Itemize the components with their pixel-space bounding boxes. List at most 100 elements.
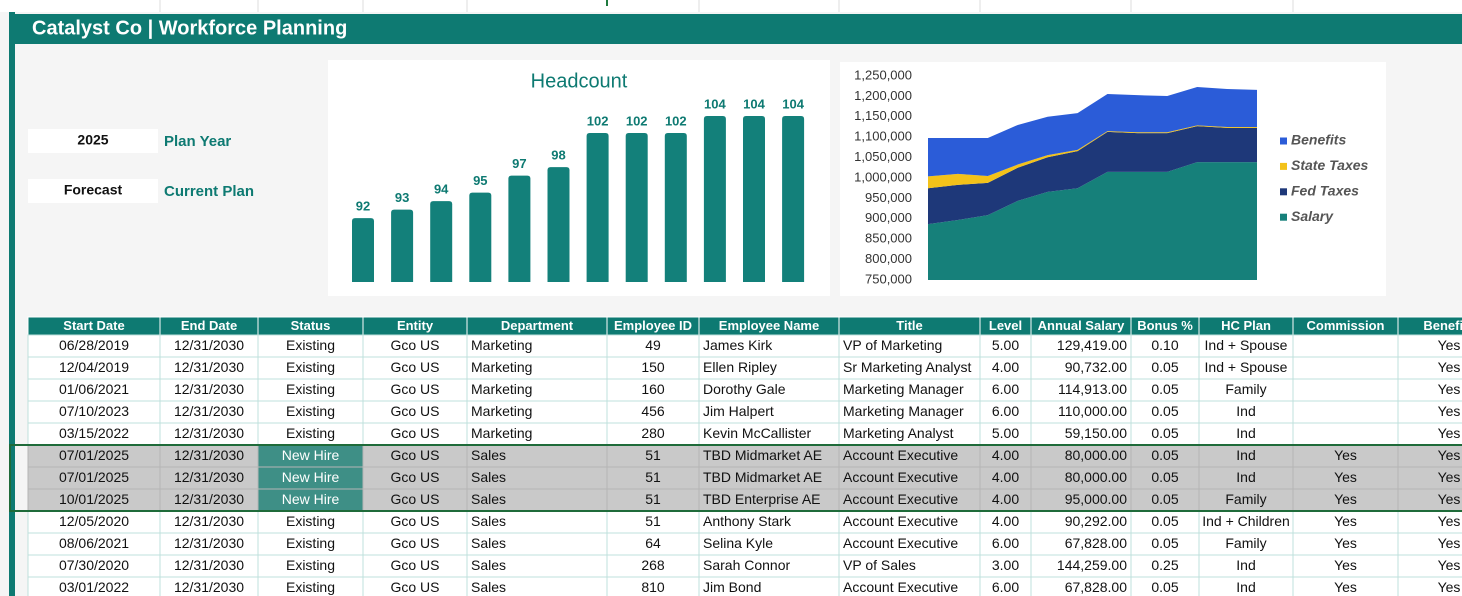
cell-text: 12/31/2030: [174, 447, 244, 463]
cell-text: Family: [1225, 491, 1266, 507]
y-tick-label: 800,000: [865, 251, 912, 266]
cell-text: 0.05: [1151, 535, 1178, 551]
table-cell: [1292, 334, 1399, 358]
cell-text: Ind + Spouse: [1205, 359, 1288, 375]
cell-text: 64: [645, 535, 661, 551]
cell-text: 12/31/2030: [174, 337, 244, 353]
cell-text: Gco US: [390, 447, 439, 463]
cell-text: 4.00: [992, 469, 1019, 485]
cell-text: 110,000.00: [1058, 403, 1127, 419]
cell-text: 12/31/2030: [174, 535, 244, 551]
cell-text: Existing: [286, 359, 335, 375]
column-header: Start Date: [63, 318, 124, 333]
cell-text: 114,913.00: [1058, 381, 1127, 397]
cell-text: Ind: [1236, 579, 1255, 595]
cell-text: Kevin McCallister: [703, 425, 811, 441]
cell-text: Yes: [1334, 579, 1357, 595]
data-label: 104: [704, 96, 726, 111]
cell-text: 0.05: [1151, 513, 1178, 529]
y-tick-label: 1,200,000: [854, 88, 912, 103]
cell-text: 67,828.00: [1065, 535, 1127, 551]
cell-text: 59,150.00: [1065, 425, 1127, 441]
cell-text: Yes: [1438, 447, 1461, 463]
cell-text: 456: [641, 403, 665, 419]
cell-text: Jim Halpert: [703, 403, 774, 419]
cell-text: Yes: [1438, 359, 1461, 375]
cell-text: 07/10/2023: [59, 403, 129, 419]
column-header: Title: [896, 318, 923, 333]
cell-text: Yes: [1438, 337, 1461, 353]
cell-text: Yes: [1334, 469, 1357, 485]
legend-label: State Taxes: [1291, 157, 1369, 173]
cell-text: 4.00: [992, 447, 1019, 463]
legend-swatch: [1280, 188, 1287, 196]
cell-text: 6.00: [992, 535, 1019, 551]
cell-text: Family: [1225, 381, 1266, 397]
cell-text: Account Executive: [843, 535, 958, 551]
cell-text: Yes: [1334, 535, 1357, 551]
cell-text: Existing: [286, 513, 335, 529]
cell-text: Existing: [286, 425, 335, 441]
cell-text: Jim Bond: [703, 579, 761, 595]
cell-text: Family: [1225, 535, 1266, 551]
cell-text: Yes: [1438, 579, 1461, 595]
column-header: Employee ID: [614, 318, 692, 333]
left-edge-bar: [9, 12, 15, 596]
column-header: Department: [501, 318, 574, 333]
table-cell: [1292, 422, 1399, 446]
bar: [430, 201, 453, 282]
cell-text: Selina Kyle: [703, 535, 773, 551]
cell-text: 810: [641, 579, 665, 595]
cell-text: 51: [645, 469, 661, 485]
cell-text: Existing: [286, 403, 335, 419]
y-tick-label: 1,050,000: [854, 149, 912, 164]
cell-text: 268: [641, 557, 665, 573]
cell-text: Gco US: [390, 491, 439, 507]
cell-text: 12/31/2030: [174, 403, 244, 419]
legend-label: Salary: [1291, 208, 1334, 224]
header-title: Catalyst Co | Workforce Planning: [32, 17, 347, 39]
cell-text: 08/06/2021: [59, 535, 129, 551]
input-label: Plan Year: [164, 133, 231, 150]
data-label: 102: [587, 113, 609, 128]
cell-text: 3.00: [992, 557, 1019, 573]
data-label: 94: [434, 182, 449, 197]
cell-text: Account Executive: [843, 579, 958, 595]
cell-text: VP of Sales: [843, 557, 916, 573]
legend-swatch: [1280, 162, 1287, 170]
top-grid-strip: [0, 0, 1462, 12]
bar: [703, 116, 726, 282]
cell-text: James Kirk: [703, 337, 773, 353]
cell-text: 4.00: [992, 359, 1019, 375]
cell-text: Existing: [286, 381, 335, 397]
area-series: [928, 125, 1257, 189]
area-series: [928, 87, 1257, 177]
cell-text: 95,000.00: [1065, 491, 1127, 507]
selection-border: [9, 444, 1462, 512]
cell-text: Ellen Ripley: [703, 359, 777, 375]
column-header: Commission: [1306, 318, 1384, 333]
cell-text: New Hire: [282, 491, 340, 507]
data-label: 93: [395, 190, 409, 205]
cell-text: Ind: [1236, 425, 1255, 441]
cell-text: 03/01/2022: [59, 579, 129, 595]
cell-text: 51: [645, 447, 661, 463]
cell-text: 07/01/2025: [59, 447, 129, 463]
cell-text: TBD Enterprise AE: [703, 491, 821, 507]
cell-text: 129,419.00: [1057, 337, 1127, 353]
cell-text: 0.05: [1151, 381, 1178, 397]
chart-title: Headcount: [531, 70, 628, 92]
cell-text: TBD Midmarket AE: [703, 469, 822, 485]
cell-text: Yes: [1334, 557, 1357, 573]
cell-text: 07/01/2025: [59, 469, 129, 485]
data-label: 97: [512, 156, 526, 171]
bar: [625, 133, 648, 282]
area-series: [928, 162, 1257, 280]
bar: [547, 167, 570, 282]
cell-text: Sales: [471, 491, 506, 507]
table: Start Date End Date Status Entity Department…: [9, 316, 1462, 596]
cell-text: 12/31/2030: [174, 381, 244, 397]
y-tick-label: 1,100,000: [854, 129, 912, 144]
y-tick-label: 950,000: [865, 190, 912, 205]
cell-text: 12/31/2030: [174, 359, 244, 375]
